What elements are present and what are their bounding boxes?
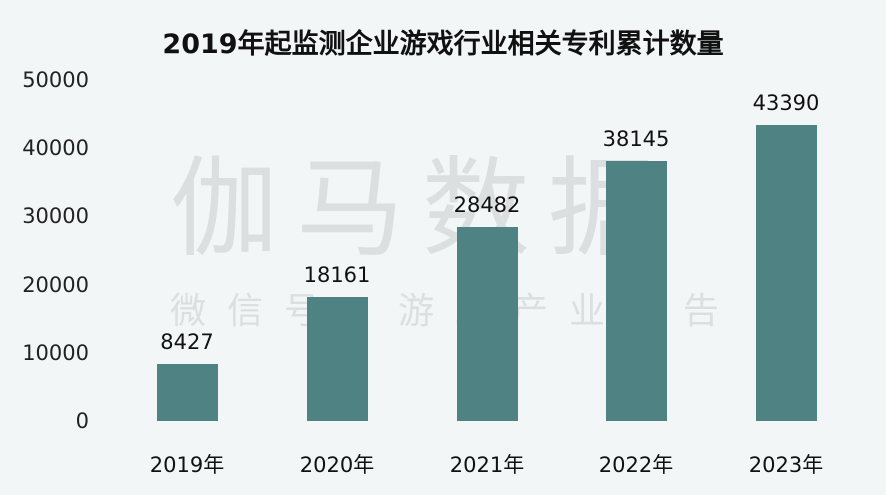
bar (457, 227, 518, 421)
y-tick: 10000 (22, 341, 89, 365)
watermark-main: 伽马数据 (170, 147, 675, 272)
x-tick: 2023年 (748, 453, 824, 477)
y-tick: 50000 (22, 68, 89, 92)
y-tick: 30000 (22, 204, 89, 228)
x-tick: 2022年 (598, 453, 674, 477)
y-tick: 0 (75, 409, 89, 433)
value-label: 18161 (303, 263, 371, 287)
x-tick: 2019年 (149, 453, 225, 477)
chart-title: 2019年起监测企业游戏行业相关专利累计数量 (162, 29, 724, 60)
value-label: 38145 (602, 127, 670, 151)
y-tick: 40000 (22, 136, 89, 160)
bar (606, 161, 667, 421)
x-tick: 2020年 (299, 453, 375, 477)
value-label: 43390 (752, 91, 820, 115)
bar (307, 297, 368, 421)
value-label: 28482 (453, 193, 521, 217)
bar (157, 364, 218, 421)
value-label: 8427 (160, 330, 214, 354)
bar (756, 125, 817, 421)
y-tick: 20000 (22, 273, 89, 297)
x-tick: 2021年 (449, 453, 525, 477)
